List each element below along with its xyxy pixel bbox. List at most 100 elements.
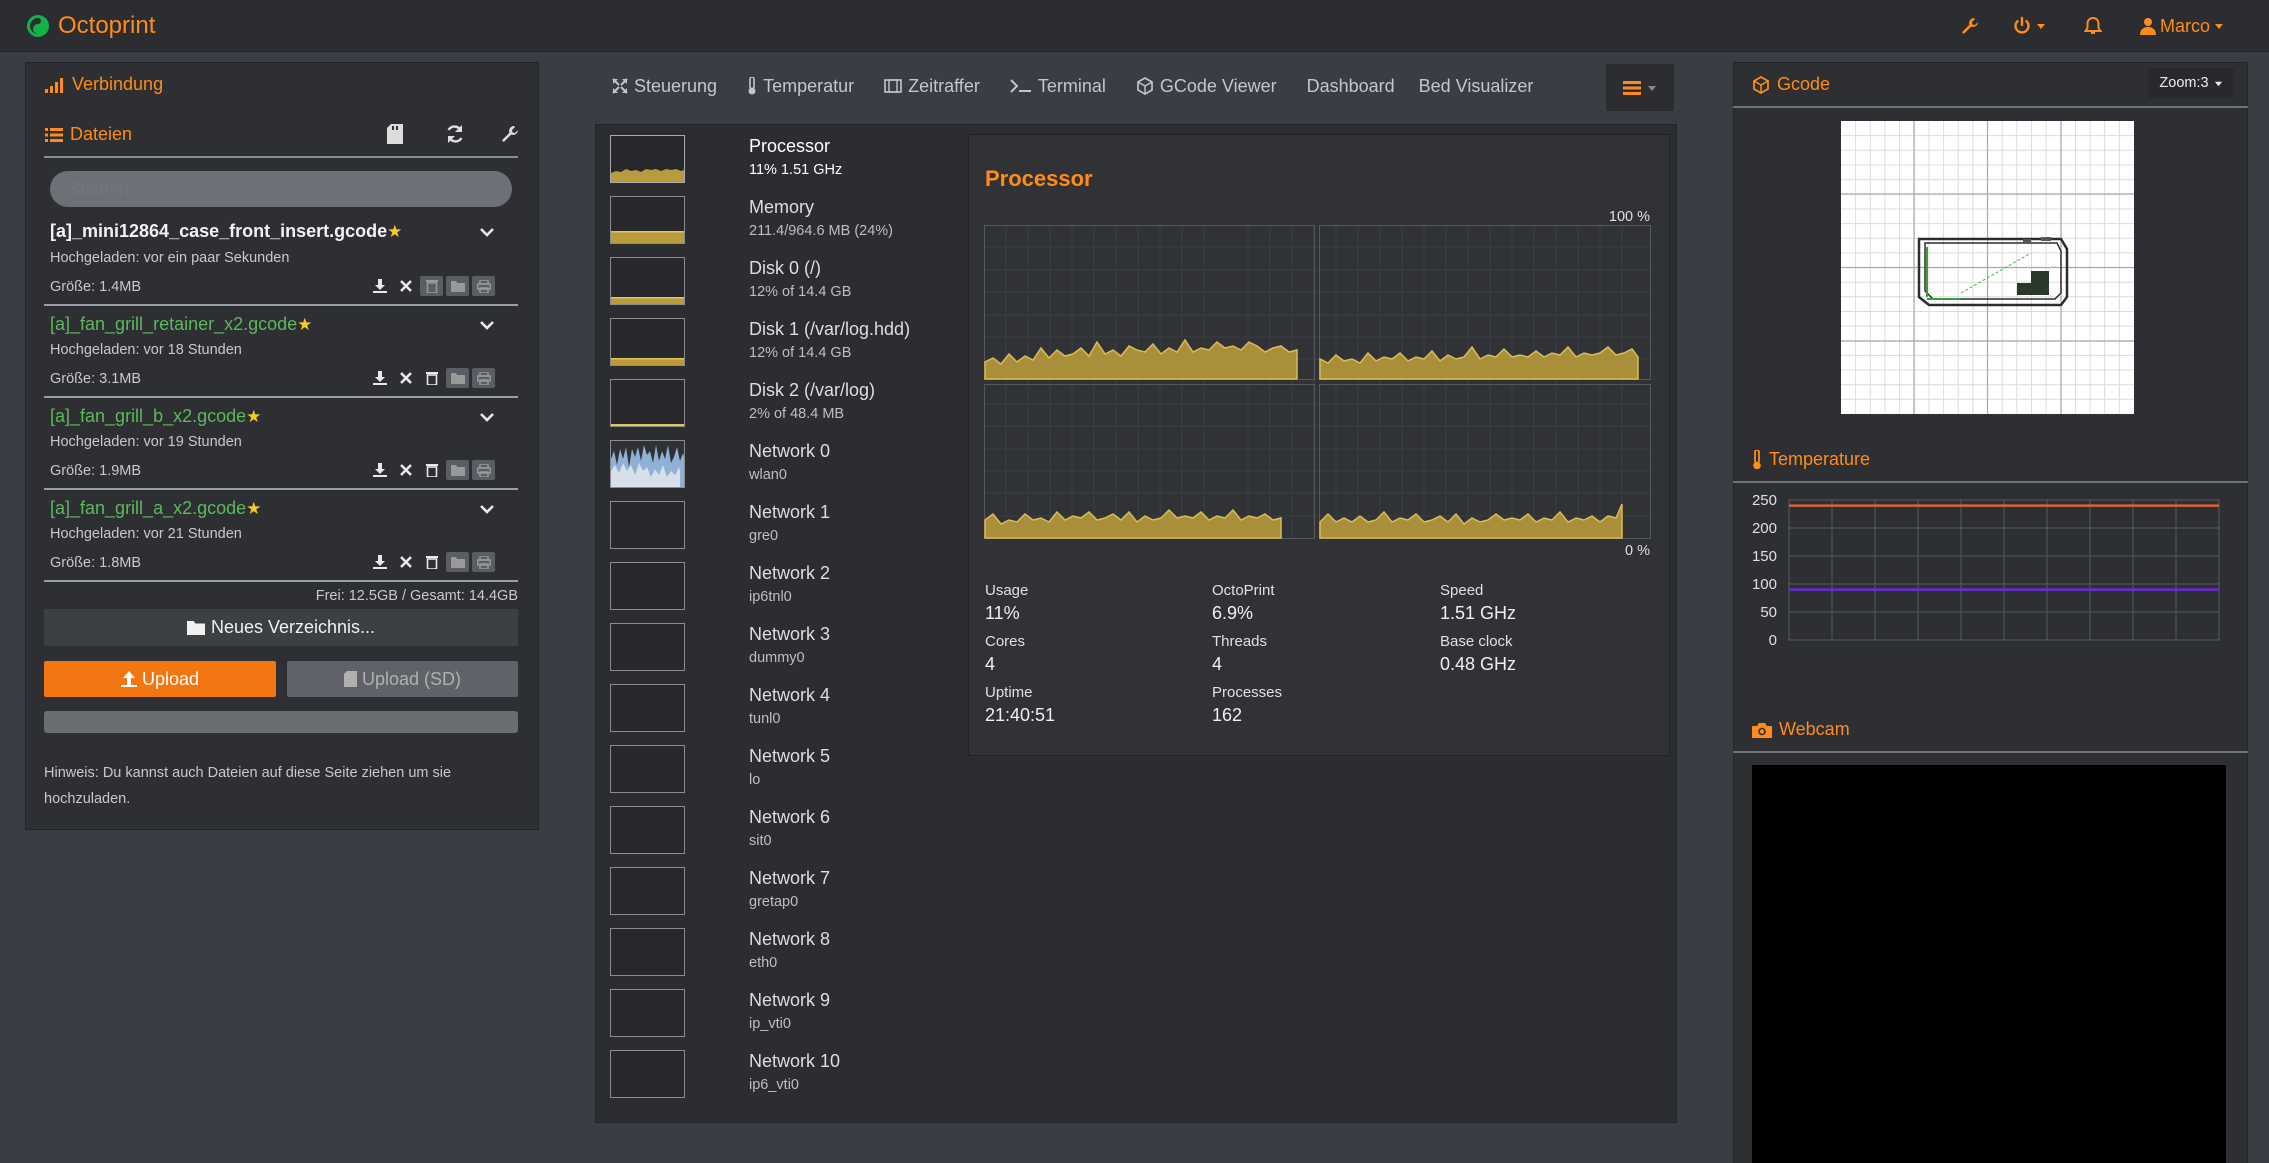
disk-0-thumbnail[interactable] xyxy=(610,257,685,305)
tab-label: Temperatur xyxy=(763,75,855,96)
download-icon[interactable] xyxy=(368,276,391,296)
close-icon[interactable] xyxy=(394,368,417,388)
network-0-thumbnail[interactable] xyxy=(610,440,685,488)
power-menu-button[interactable] xyxy=(2012,14,2046,38)
chevron-down-icon[interactable] xyxy=(480,504,494,514)
resource-item[interactable]: Network 1 gre0 xyxy=(749,502,830,544)
disk-2-thumbnail[interactable] xyxy=(610,379,685,427)
file-actions xyxy=(368,552,495,572)
resource-item[interactable]: Network 3 dummy0 xyxy=(749,624,830,666)
brand[interactable]: Octoprint xyxy=(26,12,155,40)
print-icon[interactable] xyxy=(472,460,495,480)
resource-item[interactable]: Disk 1 (/var/log.hdd) 12% of 14.4 GB xyxy=(749,319,910,361)
tab-gcode-viewer[interactable]: GCode Viewer xyxy=(1136,76,1277,97)
processor-thumbnail[interactable] xyxy=(610,135,685,183)
file-name[interactable]: [a]_fan_grill_a_x2.gcode xyxy=(50,498,247,518)
trash-icon[interactable] xyxy=(420,552,443,572)
close-icon[interactable] xyxy=(394,276,417,296)
chevron-down-icon[interactable] xyxy=(480,320,494,330)
tab-menu-button[interactable] xyxy=(1606,64,1674,111)
webcam-stream[interactable] xyxy=(1752,765,2226,1163)
close-icon[interactable] xyxy=(394,460,417,480)
network-9-thumbnail[interactable] xyxy=(610,989,685,1037)
file-item[interactable]: [a]_fan_grill_b_x2.gcode★ xyxy=(50,406,510,427)
new-folder-button[interactable]: Neues Verzeichnis... xyxy=(44,609,518,646)
sd-card-icon[interactable] xyxy=(387,124,403,144)
download-icon[interactable] xyxy=(368,460,391,480)
print-icon[interactable] xyxy=(472,276,495,296)
network-6-thumbnail[interactable] xyxy=(610,806,685,854)
resource-item[interactable]: Network 10 ip6_vti0 xyxy=(749,1051,840,1093)
network-5-thumbnail[interactable] xyxy=(610,745,685,793)
upload-button[interactable]: Upload xyxy=(44,661,276,697)
file-item[interactable]: [a]_mini12864_case_front_insert.gcode★ xyxy=(50,221,510,242)
file-search-input[interactable] xyxy=(50,171,512,207)
resource-item[interactable]: Processor 11% 1.51 GHz xyxy=(749,136,842,178)
resource-item[interactable]: Memory 211.4/964.6 MB (24%) xyxy=(749,197,893,239)
notifications-button[interactable] xyxy=(2084,14,2102,38)
connection-header[interactable]: Verbindung xyxy=(45,74,163,95)
network-1-thumbnail[interactable] xyxy=(610,501,685,549)
file-name[interactable]: [a]_fan_grill_retainer_x2.gcode xyxy=(50,314,298,334)
network-10-thumbnail[interactable] xyxy=(610,1050,685,1098)
folder-icon[interactable] xyxy=(446,276,469,296)
resource-item[interactable]: Network 4 tunl0 xyxy=(749,685,830,727)
network-4-thumbnail[interactable] xyxy=(610,684,685,732)
file-item[interactable]: [a]_fan_grill_retainer_x2.gcode★ xyxy=(50,314,510,335)
stat-label: OctoPrint xyxy=(1212,582,1275,599)
tab-zeitraffer[interactable]: Zeitraffer xyxy=(884,76,980,97)
file-name[interactable]: [a]_fan_grill_b_x2.gcode xyxy=(50,406,247,426)
print-icon[interactable] xyxy=(472,368,495,388)
resource-item[interactable]: Network 9 ip_vti0 xyxy=(749,990,830,1032)
disk-1-thumbnail[interactable] xyxy=(610,318,685,366)
download-icon[interactable] xyxy=(368,552,391,572)
new-folder-label: Neues Verzeichnis... xyxy=(210,617,376,637)
user-menu[interactable]: Marco xyxy=(2140,14,2224,38)
chevron-down-icon[interactable] xyxy=(480,412,494,422)
network-8-thumbnail[interactable] xyxy=(610,928,685,976)
divider xyxy=(44,396,518,398)
folder-icon[interactable] xyxy=(446,552,469,572)
trash-icon[interactable] xyxy=(420,460,443,480)
trash-icon[interactable] xyxy=(420,368,443,388)
close-icon[interactable] xyxy=(394,552,417,572)
resource-item[interactable]: Disk 0 (/) 12% of 14.4 GB xyxy=(749,258,851,300)
network-2-thumbnail[interactable] xyxy=(610,562,685,610)
stat-label: Uptime xyxy=(985,684,1033,701)
upload-sd-button[interactable]: Upload (SD) xyxy=(287,661,518,697)
temperature-header[interactable]: Temperature xyxy=(1752,449,1870,470)
files-header[interactable]: Dateien xyxy=(45,124,132,145)
zoom-dropdown[interactable]: Zoom:3 xyxy=(2148,68,2234,98)
file-item[interactable]: [a]_fan_grill_a_x2.gcode★ xyxy=(50,498,510,519)
tab-dashboard[interactable]: Dashboard xyxy=(1307,76,1395,97)
resource-item[interactable]: Network 6 sit0 xyxy=(749,807,830,849)
resource-item[interactable]: Network 8 eth0 xyxy=(749,929,830,971)
print-icon[interactable] xyxy=(472,552,495,572)
resource-item[interactable]: Disk 2 (/var/log) 2% of 48.4 MB xyxy=(749,380,875,422)
resource-item[interactable]: Network 2 ip6tnl0 xyxy=(749,563,830,605)
webcam-header[interactable]: Webcam xyxy=(1752,719,1850,740)
gcode-header[interactable]: Gcode xyxy=(1752,74,1830,95)
resource-name: Network 8 xyxy=(749,929,831,949)
resource-item[interactable]: Network 5 lo xyxy=(749,746,830,788)
wrench-icon[interactable] xyxy=(500,124,520,144)
tab-terminal[interactable]: Terminal xyxy=(1010,76,1106,97)
folder-icon[interactable] xyxy=(446,368,469,388)
network-3-thumbnail[interactable] xyxy=(610,623,685,671)
refresh-icon[interactable] xyxy=(445,124,465,144)
folder-icon[interactable] xyxy=(446,460,469,480)
tab-steuerung[interactable]: Steuerung xyxy=(612,76,717,97)
network-7-thumbnail[interactable] xyxy=(610,867,685,915)
resource-item[interactable]: Network 7 gretap0 xyxy=(749,868,830,910)
chevron-down-icon[interactable] xyxy=(480,227,494,237)
tab-temperatur[interactable]: Temperatur xyxy=(747,76,854,97)
resource-name: Disk 1 (/var/log.hdd) xyxy=(749,319,911,339)
file-name[interactable]: [a]_mini12864_case_front_insert.gcode xyxy=(50,221,388,241)
download-icon[interactable] xyxy=(368,368,391,388)
tab-bed-visualizer[interactable]: Bed Visualizer xyxy=(1419,76,1534,97)
gcode-preview[interactable] xyxy=(1841,121,2134,414)
trash-icon[interactable] xyxy=(420,276,443,296)
settings-button[interactable] xyxy=(1960,14,1980,38)
resource-item[interactable]: Network 0 wlan0 xyxy=(749,441,830,483)
memory-thumbnail[interactable] xyxy=(610,196,685,244)
